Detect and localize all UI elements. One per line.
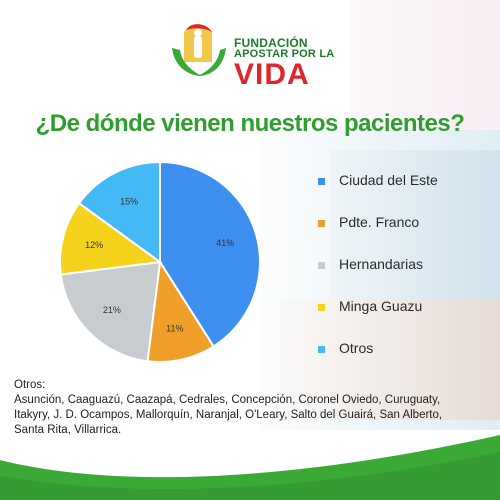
logo-line-2: APOSTAR POR LA [234, 48, 335, 60]
logo-line-3: VIDA [234, 58, 310, 91]
pie-label-ciudad-del-este: 41% [216, 238, 234, 248]
legend-swatch [318, 262, 325, 269]
legend-swatch [318, 178, 325, 185]
legend-label: Hernandarias [339, 256, 424, 272]
legend-label: Otros [339, 340, 374, 356]
logo-line-1: FUNDACIÓN [234, 36, 308, 50]
others-note: Otros: Asunción, Caaguazú, Caazapá, Cedr… [14, 378, 454, 438]
legend-label: Ciudad del Este [339, 172, 438, 188]
legend-swatch [318, 346, 325, 353]
legend-label: Minga Guazu [339, 298, 423, 314]
legend-label: Pdte. Franco [339, 214, 420, 230]
legend-swatch [318, 220, 325, 227]
legend-swatch [318, 304, 325, 311]
pie-slice-otros [77, 160, 161, 264]
pie-slice-minga-guazu [59, 201, 163, 276]
pie-slice-pdte-franco [146, 259, 215, 363]
others-heading: Otros: [14, 379, 46, 391]
page-title: ¿De dónde vienen nuestros pacientes? [35, 110, 465, 137]
others-list: Asunción, Caaguazú, Caazapá, Cedrales, C… [14, 394, 443, 436]
foundation-logo [168, 18, 338, 88]
pie-chart: 41% 11% 21% 12% 15% [59, 160, 261, 363]
logo-emblem-icon [172, 24, 226, 76]
bottom-wave [0, 435, 500, 500]
pie-label-hernandarias: 21% [103, 305, 121, 315]
pie-label-minga-guazu: 12% [85, 240, 103, 250]
pie-label-otros: 15% [120, 196, 138, 206]
pie-label-pdte-franco: 11% [166, 323, 183, 333]
logo-wordmark: FUNDACIÓN APOSTAR POR LA VIDA [234, 37, 334, 90]
pie-slice-hernandarias [59, 260, 162, 363]
